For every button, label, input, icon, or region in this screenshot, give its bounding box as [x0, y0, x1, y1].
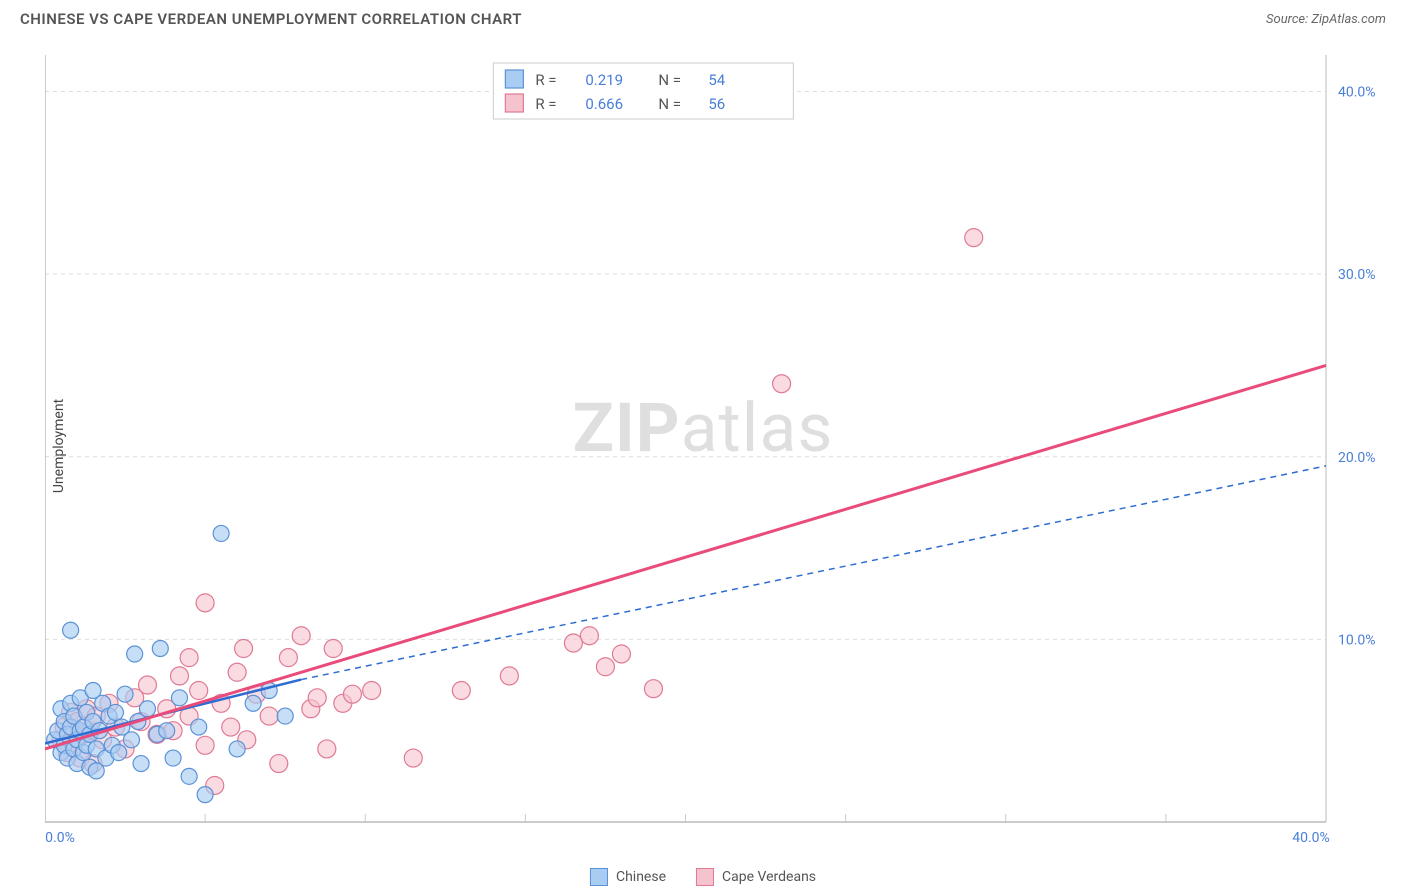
y-tick-label: 30.0%	[1338, 267, 1376, 283]
data-point	[228, 663, 246, 681]
data-point	[235, 640, 253, 658]
legend-swatch	[505, 94, 523, 112]
legend: Chinese Cape Verdeans	[590, 868, 816, 886]
data-point	[318, 740, 336, 758]
data-point	[196, 736, 214, 754]
data-point	[773, 375, 791, 393]
y-tick-label: 40.0%	[1338, 85, 1376, 101]
chart-area: 10.0% 20.0% 30.0% 40.0% 0.0% 40.0% R = 0.219 N =…	[45, 45, 1386, 847]
data-point	[644, 680, 662, 698]
legend-swatch	[590, 868, 608, 886]
stat-label: N =	[658, 95, 681, 113]
data-point	[222, 718, 240, 736]
data-point	[139, 701, 155, 717]
data-point	[292, 627, 310, 645]
data-point	[181, 768, 197, 784]
source-label: Source: ZipAtlas.com	[1266, 12, 1386, 27]
legend-swatch	[696, 868, 714, 886]
data-point	[152, 641, 168, 657]
data-point	[279, 649, 297, 667]
data-point	[197, 787, 213, 803]
stat-n-value: 54	[708, 71, 725, 89]
data-point	[404, 749, 422, 767]
data-point	[564, 634, 582, 652]
data-point	[596, 658, 614, 676]
data-point	[111, 745, 127, 761]
data-point	[117, 686, 133, 702]
data-point	[500, 667, 518, 685]
data-point	[172, 690, 188, 706]
x-tick-label: 40.0%	[1292, 830, 1330, 846]
data-point	[63, 622, 79, 638]
data-point	[452, 682, 470, 700]
data-point	[324, 640, 342, 658]
data-point	[965, 229, 983, 247]
data-point	[159, 723, 175, 739]
y-tick-label: 10.0%	[1338, 632, 1376, 648]
data-point	[308, 689, 326, 707]
stat-label: R =	[535, 95, 556, 113]
data-point	[229, 741, 245, 757]
trend-line	[45, 365, 1326, 749]
stat-label: N =	[658, 71, 681, 89]
trend-line-extrapolated	[301, 466, 1326, 680]
scatter-chart: 10.0% 20.0% 30.0% 40.0% 0.0% 40.0% R = 0.219 N =…	[45, 45, 1386, 847]
data-point	[270, 755, 288, 773]
chart-title: CHINESE VS CAPE VERDEAN UNEMPLOYMENT COR…	[20, 10, 522, 28]
data-point	[580, 627, 598, 645]
data-point	[138, 676, 156, 694]
x-tick-label: 0.0%	[45, 830, 75, 846]
data-point	[612, 645, 630, 663]
data-point	[277, 708, 293, 724]
y-tick-label: 20.0%	[1338, 450, 1376, 466]
stat-r-value: 0.666	[585, 95, 623, 113]
data-point	[196, 594, 214, 612]
data-point	[171, 667, 189, 685]
data-point	[133, 756, 149, 772]
data-point	[245, 695, 261, 711]
legend-item: Chinese	[590, 868, 666, 886]
data-point	[343, 685, 361, 703]
legend-item: Cape Verdeans	[696, 868, 816, 886]
data-point	[363, 682, 381, 700]
data-point	[213, 525, 229, 541]
data-point	[190, 682, 208, 700]
data-point	[123, 732, 139, 748]
data-point	[107, 704, 123, 720]
data-point	[260, 707, 278, 725]
data-point	[191, 719, 207, 735]
data-point	[127, 646, 143, 662]
data-point	[165, 750, 181, 766]
legend-label: Cape Verdeans	[722, 869, 816, 885]
stat-r-value: 0.219	[585, 71, 623, 89]
stat-label: R =	[535, 71, 556, 89]
data-point	[180, 649, 198, 667]
stat-n-value: 56	[708, 95, 725, 113]
legend-swatch	[505, 70, 523, 88]
legend-label: Chinese	[616, 869, 666, 885]
